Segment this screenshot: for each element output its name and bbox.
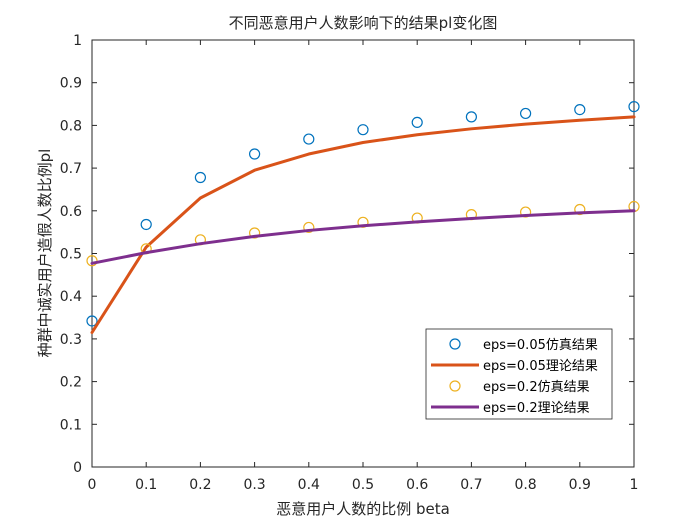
y-tick-label: 0.5 (60, 247, 82, 263)
series-0-point (194, 171, 206, 184)
legend-label: eps=0.05仿真结果 (483, 338, 598, 353)
y-tick-label: 0.9 (60, 76, 82, 92)
x-axis-label: 恶意用户人数的比例 beta (276, 500, 450, 518)
series-2-point (574, 203, 586, 216)
series-0-point (303, 133, 315, 145)
y-tick-label: 0.2 (60, 375, 82, 391)
y-tick-label: 0.4 (60, 289, 82, 305)
series-0-point (140, 218, 152, 231)
y-tick-label: 0.7 (60, 161, 82, 177)
y-tick-label: 0 (73, 460, 82, 476)
y-axis: 0 0.1 0.2 0.3 0.4 0.5 0.6 0.7 0.8 0.9 1 (60, 33, 634, 476)
x-tick-label: 0.3 (243, 477, 265, 493)
legend: eps=0.05仿真结果 eps=0.05理论结果 eps=0.2仿真结果 eps=0… (425, 328, 613, 420)
y-tick-label: 0.3 (60, 332, 82, 348)
legend-label: eps=0.05理论结果 (483, 359, 598, 374)
series-0-point (357, 124, 369, 136)
x-tick-label: 0.7 (460, 477, 482, 493)
y-axis-label: 种群中诚实用户造假人数比例pl (36, 149, 54, 358)
legend-box (425, 328, 613, 420)
y-tick-label: 0.6 (60, 204, 82, 220)
series-2-point (357, 216, 369, 228)
x-tick-label: 1 (630, 477, 639, 493)
legend-marker-swatch (449, 380, 461, 392)
series-2-point (249, 227, 261, 239)
y-tick-label: 0.8 (60, 118, 82, 134)
series-0-point (249, 148, 261, 160)
series-0-point (465, 111, 477, 123)
legend-marker-swatch (449, 338, 461, 350)
series-line-1 (90, 115, 636, 334)
legend-label: eps=0.2理论结果 (483, 401, 590, 416)
series-0-point (628, 101, 640, 113)
x-tick-label: 0.6 (406, 477, 428, 493)
series-0-point (411, 116, 423, 129)
series-2-point (303, 221, 315, 234)
x-tick-label: 0.8 (514, 477, 536, 493)
x-tick-label: 0.4 (298, 477, 320, 493)
series-line-3 (90, 209, 636, 265)
series-2-point (519, 206, 532, 218)
series-layer (86, 101, 640, 334)
series-0-point (86, 315, 98, 327)
legend-label: eps=0.2仿真结果 (483, 380, 590, 395)
x-tick-label: 0.2 (189, 477, 211, 493)
x-axis: 0 0.1 0.2 0.3 0.4 0.5 0.6 0.7 0.8 0.9 1 (88, 40, 639, 493)
x-tick-label: 0.9 (569, 477, 591, 493)
series-0-point (574, 104, 586, 116)
chart-title: 不同恶意用户人数影响下的结果pl变化图 (229, 14, 498, 32)
y-tick-label: 0.1 (60, 417, 82, 433)
x-tick-label: 0.1 (135, 477, 157, 493)
y-tick-label: 1 (73, 33, 82, 49)
x-tick-label: 0 (88, 477, 97, 493)
series-2-point (86, 255, 98, 267)
series-0-point (519, 107, 532, 120)
x-tick-label: 0.5 (352, 477, 374, 493)
